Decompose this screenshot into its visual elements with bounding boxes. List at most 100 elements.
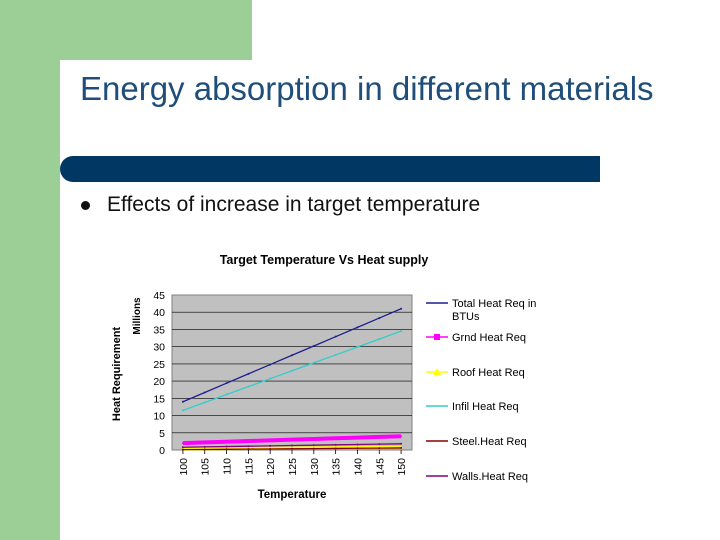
data-point [378, 435, 381, 438]
data-point [247, 448, 250, 451]
y-axis-label: Heat Requirement [111, 327, 123, 421]
y-tick-label: 45 [153, 290, 165, 302]
x-axis-ticks: 100 105 110 115 120 125 130 135 140 145 150 [178, 450, 408, 476]
data-point [312, 437, 315, 440]
green-side-band [0, 0, 60, 540]
data-point [334, 447, 337, 450]
x-tick-label: 115 [243, 458, 255, 475]
data-point [334, 443, 337, 446]
data-point [291, 354, 293, 357]
y-tick-label: 5 [159, 428, 165, 440]
y-tick-label: 0 [159, 445, 165, 457]
data-point [378, 338, 381, 341]
chart-title: Target Temperature Vs Heat supply [220, 253, 429, 267]
y-tick-label: 35 [153, 324, 165, 336]
title-underline-bar [60, 156, 600, 182]
data-point [203, 441, 206, 444]
data-point [378, 447, 381, 450]
data-point [247, 372, 250, 375]
data-point [181, 400, 184, 403]
data-point [334, 335, 337, 338]
data-point [312, 344, 315, 347]
data-point [203, 448, 206, 451]
x-tick-label: 110 [222, 458, 234, 475]
data-point [356, 436, 359, 439]
data-point [269, 444, 272, 447]
legend: Total Heat Req in BTUs Grnd Heat Req Roof H… [426, 298, 536, 483]
x-tick-label: 140 [352, 458, 364, 476]
data-point [269, 439, 272, 442]
x-axis-label: Temperature [258, 489, 327, 501]
data-point [400, 442, 403, 445]
data-point [203, 391, 206, 394]
gridlines [172, 311, 412, 434]
data-point [356, 447, 359, 450]
legend-label: Infil Heat Req [452, 401, 519, 413]
data-point [400, 330, 403, 333]
data-point [247, 385, 250, 388]
data-point [203, 445, 206, 448]
bullet-dot-icon [81, 201, 90, 210]
data-point [225, 382, 228, 385]
data-point [378, 317, 381, 320]
data-point [291, 369, 293, 372]
data-point [312, 447, 315, 450]
legend-label: Walls.Heat Req [452, 471, 528, 483]
legend-label: Grnd Heat Req [452, 332, 526, 344]
legend-marker [433, 368, 441, 375]
data-point [181, 446, 184, 449]
data-point [225, 393, 228, 396]
data-point [334, 437, 337, 440]
slide-title: Energy absorption in different materials [80, 70, 654, 107]
data-point [225, 448, 228, 451]
data-point [291, 438, 293, 441]
data-point [181, 409, 184, 412]
data-point [356, 326, 359, 329]
x-tick-label: 135 [331, 458, 343, 476]
data-point [269, 363, 272, 366]
x-tick-label: 150 [396, 458, 408, 476]
legend-label: Steel.Heat Req [452, 436, 527, 448]
y-tick-label: 25 [153, 359, 165, 371]
legend-label: Roof Heat Req [452, 367, 525, 379]
data-point [356, 443, 359, 446]
data-point [291, 444, 293, 447]
data-point [269, 377, 272, 380]
x-tick-label: 120 [265, 458, 277, 476]
x-tick-label: 100 [178, 458, 190, 476]
x-tick-label: 130 [309, 458, 321, 476]
data-point [269, 447, 272, 450]
y-tick-label: 40 [153, 307, 165, 319]
y-tick-label: 10 [153, 411, 165, 423]
y-axis-unit: Millions [132, 297, 143, 335]
legend-marker [434, 334, 440, 340]
data-point [356, 346, 359, 349]
data-point [181, 442, 184, 445]
x-tick-label: 145 [374, 458, 386, 476]
data-point [291, 447, 293, 450]
data-point [225, 440, 228, 443]
y-axis-ticks: 0 5 10 15 20 25 30 35 40 45 [153, 290, 165, 457]
data-point [400, 446, 403, 449]
data-point [203, 401, 206, 404]
y-tick-label: 30 [153, 342, 165, 354]
data-point [378, 443, 381, 446]
data-point [312, 361, 315, 364]
plot-area [171, 294, 413, 451]
line-chart: Target Temperature Vs Heat supply 0 5 10 15… [111, 253, 550, 501]
data-point [225, 445, 228, 448]
data-point [400, 435, 403, 438]
data-point [334, 353, 337, 356]
data-point [400, 307, 403, 310]
x-tick-label: 105 [200, 458, 212, 476]
data-point [247, 445, 250, 448]
data-point [181, 448, 184, 451]
green-top-band [0, 0, 252, 60]
y-tick-label: 20 [153, 376, 165, 388]
bullet-text: Effects of increase in target temperatur… [107, 193, 481, 216]
series-lines [181, 307, 403, 451]
legend-label: Total Heat Req in BTUs [452, 298, 536, 323]
data-point [247, 440, 250, 443]
legend-box [422, 290, 550, 500]
y-tick-label: 15 [153, 393, 165, 405]
